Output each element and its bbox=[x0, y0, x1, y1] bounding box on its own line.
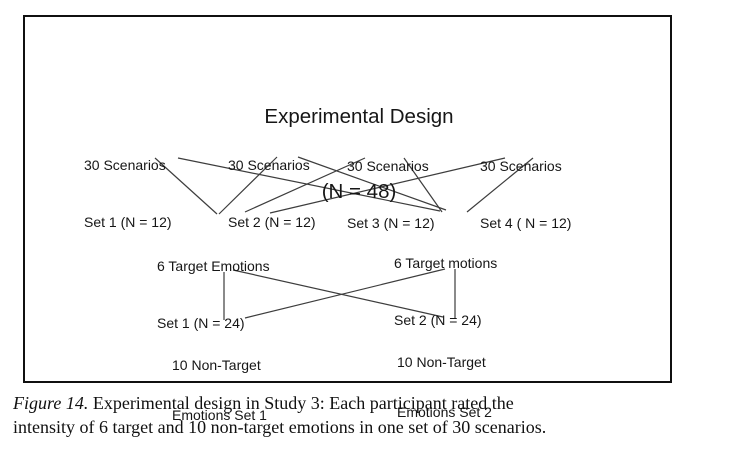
nontarget-emotions-set-2-line2: Emotions Set 2 bbox=[397, 403, 492, 420]
figure-caption: Figure 14. Experimental design in Study … bbox=[13, 392, 713, 439]
diagram-title-line1: Experimental Design bbox=[264, 105, 454, 128]
connector-line bbox=[244, 157, 366, 213]
diagram-border bbox=[23, 15, 672, 383]
connector-line bbox=[244, 268, 446, 319]
target-motions-set-2-line2: Set 2 (N = 24) bbox=[394, 312, 482, 328]
scenario-set-3-line1: 30 Scenarios bbox=[347, 158, 429, 174]
connector-line bbox=[466, 157, 534, 213]
scenario-set-2-line1: 30 Scenarios bbox=[228, 157, 310, 173]
connector-line bbox=[218, 156, 278, 215]
connector-line bbox=[154, 157, 218, 215]
nontarget-emotions-set-1-line2: Emotions Set 1 bbox=[172, 406, 267, 423]
nontarget-emotions-set-2-label: 10 Non-Target Emotions Set 2 (N = 24) bbox=[397, 321, 492, 454]
nontarget-emotions-set-1-line1: 10 Non-Target bbox=[172, 357, 261, 373]
target-emotions-set-1-line1: 6 Target Emotions bbox=[157, 258, 270, 274]
figure-caption-line2: intensity of 6 target and 10 non-target … bbox=[13, 416, 547, 437]
nontarget-emotions-set-1-label: 10 Non-Target Emotions Set 1 (N = 24) bbox=[172, 324, 267, 454]
scenario-set-2-label: 30 Scenarios Set 2 (N = 12) bbox=[228, 118, 316, 270]
connector-line bbox=[232, 269, 444, 318]
target-motions-set-2-line1: 6 Target motions bbox=[394, 255, 498, 271]
figure-caption-number: Figure 14. bbox=[13, 393, 89, 413]
scenario-set-1-label: 30 Scenarios Set 1 (N = 12) bbox=[84, 118, 172, 270]
connector-line bbox=[297, 156, 447, 211]
scenario-set-3-label: 30 Scenarios Set 3 (N = 12) bbox=[347, 119, 435, 271]
target-emotions-set-1-line2: Set 1 (N = 24) bbox=[157, 315, 245, 331]
connector-line bbox=[177, 157, 441, 212]
scenario-set-4-label: 30 Scenarios Set 4 ( N = 12) bbox=[480, 119, 571, 271]
figure-caption-line1-text: Experimental design in Study 3: Each par… bbox=[88, 393, 514, 413]
target-emotions-set-1-label: 6 Target Emotions Set 1 (N = 24) bbox=[157, 219, 270, 371]
connector-line bbox=[269, 157, 506, 214]
scenario-set-1-line2: Set 1 (N = 12) bbox=[84, 214, 172, 230]
scenario-set-4-line2: Set 4 ( N = 12) bbox=[480, 215, 572, 231]
connector-line bbox=[403, 157, 443, 213]
figure-caption-line1: Figure 14. Experimental design in Study … bbox=[13, 392, 713, 416]
diagram-title: Experimental Design (N = 48) bbox=[159, 54, 559, 254]
target-motions-set-2-label: 6 Target motions Set 2 (N = 24) bbox=[394, 216, 497, 368]
scenario-set-3-line2: Set 3 (N = 12) bbox=[347, 215, 435, 231]
scenario-set-1-line1: 30 Scenarios bbox=[84, 157, 166, 173]
scenario-set-2-line2: Set 2 (N = 12) bbox=[228, 214, 316, 230]
scenario-set-4-line1: 30 Scenarios bbox=[480, 158, 562, 174]
diagram-title-line2: (N = 48) bbox=[321, 180, 397, 203]
nontarget-emotions-set-2-line1: 10 Non-Target bbox=[397, 354, 486, 370]
